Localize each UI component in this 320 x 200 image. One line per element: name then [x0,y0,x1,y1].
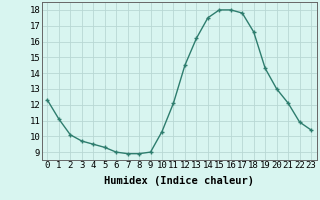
X-axis label: Humidex (Indice chaleur): Humidex (Indice chaleur) [104,176,254,186]
